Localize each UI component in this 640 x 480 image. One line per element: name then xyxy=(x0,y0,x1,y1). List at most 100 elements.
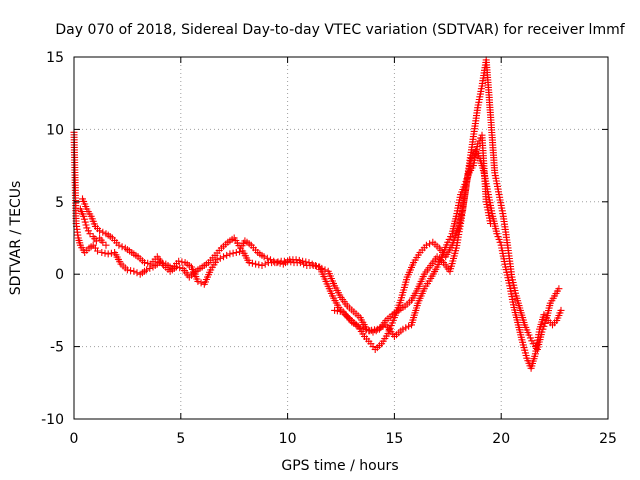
data-point xyxy=(96,227,104,235)
data-point xyxy=(356,324,364,332)
data-point xyxy=(311,262,319,269)
data-point xyxy=(495,235,503,243)
axes: 0 5 10 15 20 25 -10 -5 0 5 10 15 xyxy=(41,50,617,447)
data-point xyxy=(528,337,536,345)
data-point xyxy=(487,220,494,227)
data-point xyxy=(299,257,307,265)
data-point xyxy=(399,325,407,333)
data-point xyxy=(226,250,234,258)
y-tick-label: 0 xyxy=(55,267,64,283)
data-point xyxy=(321,266,329,274)
data-point xyxy=(493,230,501,238)
data-point xyxy=(118,243,126,251)
data-point xyxy=(273,259,281,267)
y-tick-label: -10 xyxy=(41,412,64,428)
data-point xyxy=(216,254,224,262)
data-point xyxy=(305,259,313,267)
data-point xyxy=(194,277,202,285)
data-point xyxy=(255,261,263,269)
data-point xyxy=(236,248,243,256)
grid xyxy=(74,57,608,419)
x-tick-label: 10 xyxy=(279,431,297,447)
data-points xyxy=(70,56,565,372)
x-tick-label: 20 xyxy=(492,431,510,447)
data-point xyxy=(178,258,186,266)
data-point xyxy=(141,259,148,267)
data-point xyxy=(496,238,504,246)
data-point xyxy=(130,267,138,275)
y-tick-label: -5 xyxy=(50,340,64,356)
data-point xyxy=(541,319,549,327)
data-point xyxy=(99,238,107,246)
data-point xyxy=(173,263,180,271)
data-point xyxy=(276,259,284,267)
data-point xyxy=(315,263,323,271)
data-point xyxy=(229,249,237,257)
data-point xyxy=(115,241,123,249)
data-point xyxy=(94,247,101,255)
data-point xyxy=(539,325,547,333)
data-point xyxy=(464,172,472,180)
data-point xyxy=(92,237,100,245)
data-point xyxy=(86,230,94,238)
data-point xyxy=(379,322,387,330)
y-tick-label: 5 xyxy=(55,195,64,211)
data-point xyxy=(144,259,152,267)
data-point xyxy=(405,322,413,330)
data-point xyxy=(82,221,90,229)
data-point xyxy=(462,178,470,185)
data-point xyxy=(84,227,92,235)
data-point xyxy=(526,334,534,342)
data-point xyxy=(81,218,89,226)
data-point xyxy=(213,256,221,264)
data-point xyxy=(474,140,482,148)
data-point xyxy=(261,260,269,268)
data-point xyxy=(220,253,227,261)
x-axis-label: GPS time / hours xyxy=(281,458,398,474)
data-point xyxy=(197,279,205,287)
data-point xyxy=(80,215,88,223)
data-point xyxy=(555,285,563,293)
data-point xyxy=(302,258,310,266)
data-point xyxy=(223,251,231,259)
data-point xyxy=(463,175,471,183)
data-point xyxy=(101,249,109,257)
data-point xyxy=(99,228,107,236)
y-tick-label: 10 xyxy=(46,122,64,138)
x-tick-label: 15 xyxy=(385,431,403,447)
data-point xyxy=(260,253,268,261)
data-point xyxy=(104,250,112,258)
data-point xyxy=(107,249,115,257)
data-point xyxy=(245,259,253,267)
data-point xyxy=(295,256,303,264)
data-point xyxy=(538,328,546,336)
x-tick-label: 0 xyxy=(70,431,79,447)
data-point xyxy=(102,241,110,249)
data-point xyxy=(248,259,256,267)
data-point xyxy=(176,264,184,272)
data-point xyxy=(525,331,533,339)
x-tick-label: 5 xyxy=(176,431,185,447)
data-point xyxy=(447,233,455,241)
y-axis-label: SDTVAR / TECUs xyxy=(8,181,24,296)
data-point xyxy=(80,212,88,220)
data-point xyxy=(127,267,135,275)
data-point xyxy=(270,257,278,265)
data-point xyxy=(444,238,452,246)
data-point xyxy=(232,249,240,256)
data-point xyxy=(175,257,183,265)
data-point xyxy=(263,254,271,262)
data-point xyxy=(98,249,106,256)
data-point xyxy=(258,262,266,269)
data-point xyxy=(292,256,300,264)
plot-frame xyxy=(73,56,609,420)
data-point xyxy=(422,241,430,249)
data-point xyxy=(143,266,151,274)
chart-title: Day 070 of 2018, Sidereal Day-to-day VTE… xyxy=(55,22,625,38)
data-point xyxy=(146,264,154,272)
data-point xyxy=(267,256,274,264)
data-point xyxy=(540,322,548,330)
data-point xyxy=(83,224,91,232)
data-point xyxy=(461,180,469,188)
